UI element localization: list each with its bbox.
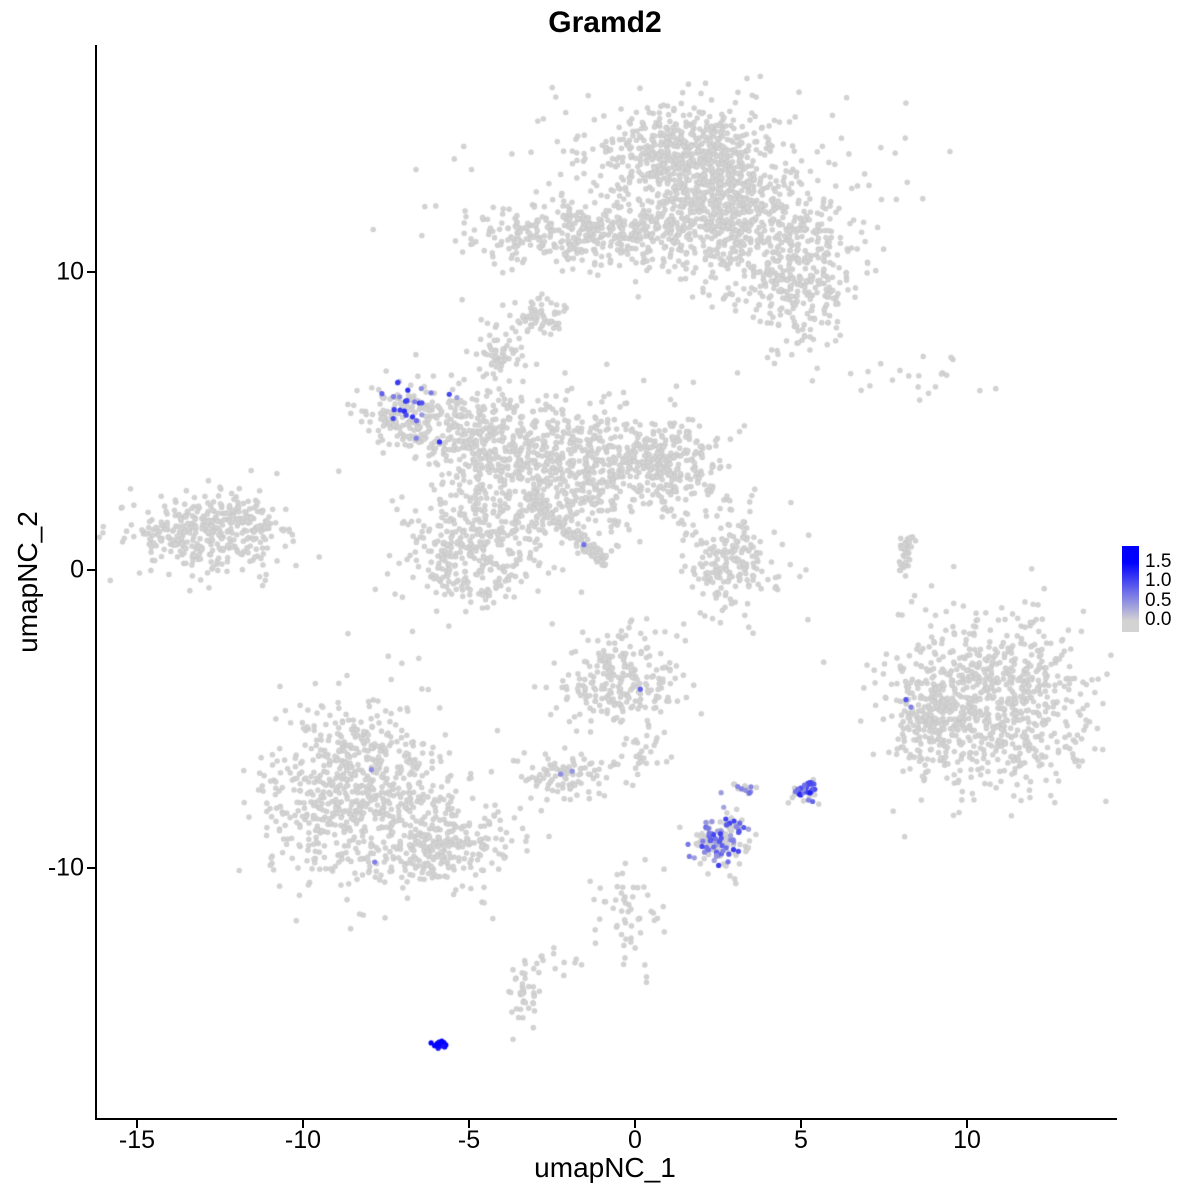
x-tick-mark [136, 1120, 138, 1128]
y-tick-label: -10 [47, 853, 84, 882]
x-axis-label: umapNC_1 [534, 1152, 676, 1183]
x-tick-mark [966, 1120, 968, 1128]
x-tick-mark [634, 1120, 636, 1128]
legend-tick-label: 0.0 [1145, 609, 1172, 630]
x-tick-label: -10 [284, 1126, 322, 1154]
x-tick-mark [800, 1120, 802, 1128]
y-tick-label: 10 [56, 257, 84, 286]
legend-tick-label: 0.5 [1145, 589, 1172, 611]
x-tick-label: 5 [794, 1126, 808, 1154]
x-tick-label: 0 [628, 1126, 642, 1154]
y-axis-label: umapNC_2 [12, 511, 43, 653]
x-tick-mark [468, 1120, 470, 1128]
plot-panel [95, 45, 1117, 1120]
y-tick-mark [87, 867, 95, 869]
legend-tick-label: 1.5 [1145, 550, 1172, 572]
x-tick-label: 10 [953, 1126, 981, 1154]
x-tick-mark [302, 1120, 304, 1128]
legend-tick-label: 1.0 [1145, 570, 1172, 592]
y-tick-mark [87, 271, 95, 273]
y-tick-mark [87, 569, 95, 571]
scatter-canvas [97, 45, 1117, 1118]
x-tick-label: -15 [118, 1126, 156, 1154]
legend-gradient-bar [1122, 546, 1139, 632]
plot-title: Gramd2 [548, 6, 662, 39]
x-tick-label: -5 [457, 1126, 481, 1154]
y-tick-label: 0 [70, 555, 84, 584]
